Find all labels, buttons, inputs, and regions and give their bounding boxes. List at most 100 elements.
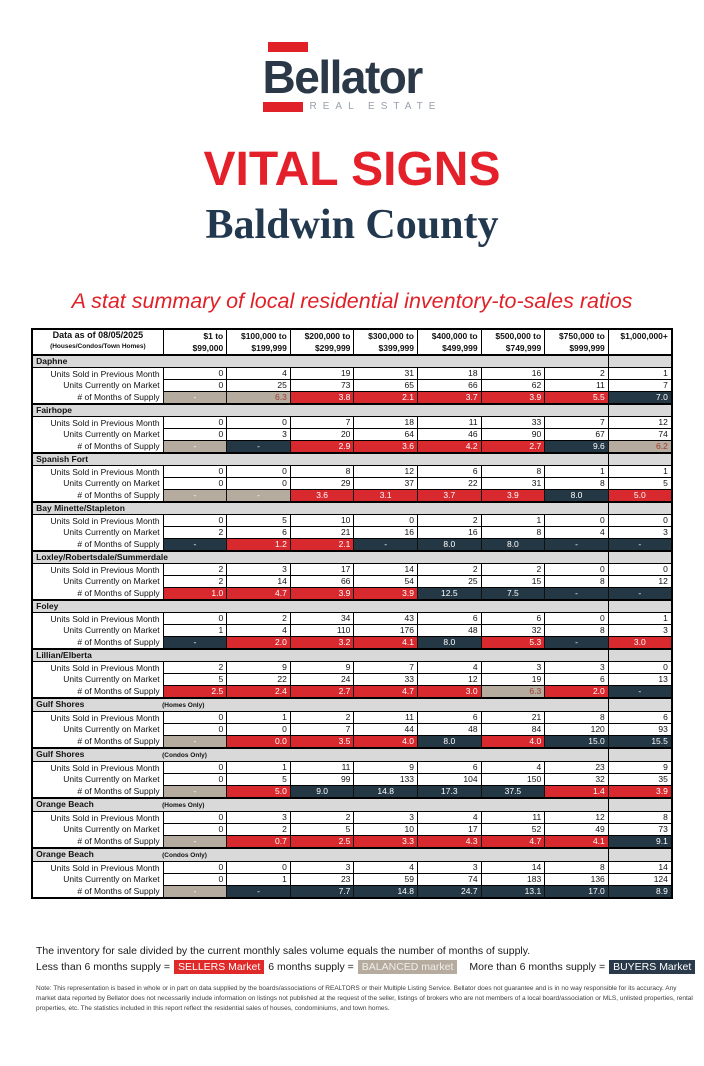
units-market-value: 48 xyxy=(417,624,482,638)
section-spacer-cell xyxy=(607,452,672,467)
row-label-units-sold: Units Sold in Previous Month xyxy=(50,417,160,428)
units-market-value: 7 xyxy=(289,723,355,737)
supply-definition: The inventory for sale divided by the cu… xyxy=(36,945,531,958)
header-price-range: $300,000 to $399,999 xyxy=(353,328,418,356)
units-sold-value: 0 xyxy=(353,514,418,528)
section-spacer-cell xyxy=(607,697,672,713)
months-supply-value: 0.7 xyxy=(226,835,291,849)
section-name-cell: Orange Beach (Condos Only) xyxy=(32,847,609,863)
months-supply-row: # of Months of Supply -0.0 3.5 4.0 8.0 4.0 15.… xyxy=(32,735,673,749)
units-sold-value: 2 xyxy=(544,367,609,381)
price-range-line2: $199,999 xyxy=(251,343,287,354)
section-name-cell: Gulf Shores (Homes Only) xyxy=(32,697,609,713)
units-sold-value: 1 xyxy=(544,465,609,479)
section-header-row: Loxley/Robertsdale/Summerdale xyxy=(32,550,672,565)
row-label-units-market: Units Currently on Market xyxy=(63,527,160,538)
units-sold-row: Units Sold in Previous Month 0 2 34 43 6 6 0 1 xyxy=(32,612,673,626)
price-range-line2: $999,999 xyxy=(569,343,605,354)
section-subtitle: (Condos Only) xyxy=(162,852,207,860)
units-market-value: 22 xyxy=(226,673,291,687)
units-sold-value: 2 xyxy=(417,563,482,577)
disclaimer-note: Note: This representation is based in wh… xyxy=(36,985,693,1012)
months-supply-row: # of Months of Supply - -7.7 14.8 24.7 13.1 17… xyxy=(32,885,673,899)
units-sold-value: 0 xyxy=(544,563,609,577)
months-supply-value: 6.2 xyxy=(607,440,673,454)
units-market-value: 25 xyxy=(417,575,482,589)
units-sold-value: 1 xyxy=(607,367,673,381)
months-supply-value: 3.9 xyxy=(480,391,546,405)
units-market-value: 73 xyxy=(289,379,355,393)
units-market-value: 93 xyxy=(607,723,673,737)
units-market-value: 25 xyxy=(226,379,291,393)
units-sold-value: 23 xyxy=(544,761,609,775)
section-header-row: Daphne xyxy=(32,354,672,369)
logo-red-bar-top xyxy=(267,42,308,52)
inventory-table-body: Data as of 08/05/2025 (Houses/Condos/Town… xyxy=(31,328,673,899)
section-spacer-cell xyxy=(607,354,672,369)
months-supply-row: # of Months of Supply -6.3 3.8 2.1 3.7 3.9 5.5… xyxy=(32,391,673,405)
units-sold-value: 2 xyxy=(162,563,228,577)
units-sold-value: 4 xyxy=(480,761,546,775)
units-market-row: Units Currently on Market 0 0 29 37 22 31 8 5 xyxy=(32,477,673,491)
header-price-range: $1 to $99,000 xyxy=(162,328,228,356)
units-sold-value: 9 xyxy=(289,661,355,675)
months-supply-value: 7.5 xyxy=(480,587,546,601)
months-supply-value: 2.0 xyxy=(544,685,609,699)
months-supply-value: 2.5 xyxy=(162,685,228,699)
months-supply-value: 7.0 xyxy=(607,391,673,405)
section-name: Daphne xyxy=(36,356,68,367)
section-header-row: Orange Beach (Homes Only) xyxy=(32,797,672,813)
units-market-value: 22 xyxy=(417,477,482,491)
price-range-line1: $1,000,000+ xyxy=(620,331,668,342)
legend-chip-balanced: BALANCED market xyxy=(357,960,458,975)
months-supply-value: - xyxy=(162,440,228,454)
units-market-row: Units Currently on Market 0 2 5 10 17 52 49 73 xyxy=(32,823,673,837)
months-supply-value: - xyxy=(162,636,228,650)
units-market-value: 15 xyxy=(480,575,546,589)
section-spacer-cell xyxy=(607,550,672,565)
months-supply-value: 3.3 xyxy=(353,835,418,849)
section-header-row: Fairhope xyxy=(32,403,672,418)
units-market-value: 133 xyxy=(353,773,418,787)
price-range-line1: $200,000 to xyxy=(304,331,351,342)
months-supply-row: # of Months of Supply - -3.6 3.1 3.7 3.9 8.0 5.… xyxy=(32,489,673,503)
header-date: Data as of 08/05/2025 xyxy=(52,330,144,341)
header-price-range: $500,000 to $749,999 xyxy=(480,328,546,356)
units-sold-value: 11 xyxy=(353,711,418,725)
brand-logo: Bellator REAL ESTATE xyxy=(262,42,442,112)
price-range-line1: $300,000 to xyxy=(368,331,414,342)
months-supply-value: 3.9 xyxy=(607,785,673,799)
row-label-months-supply: # of Months of Supply xyxy=(77,836,160,847)
row-label-months-supply: # of Months of Supply xyxy=(77,886,160,897)
months-supply-value: 17.3 xyxy=(417,785,482,799)
months-supply-value: 8.0 xyxy=(417,538,482,552)
row-label-units-sold: Units Sold in Previous Month xyxy=(50,515,160,526)
footer: The inventory for sale divided by the cu… xyxy=(36,945,696,1013)
units-sold-value: 2 xyxy=(226,612,291,626)
section-spacer-cell xyxy=(607,403,672,418)
units-sold-value: 2 xyxy=(417,514,482,528)
row-label-months-supply: # of Months of Supply xyxy=(77,736,160,747)
months-supply-value: 8.0 xyxy=(417,636,482,650)
units-market-value: 33 xyxy=(353,673,418,687)
months-supply-value: 12.5 xyxy=(417,587,482,601)
units-market-value: 6 xyxy=(226,526,291,540)
units-market-value: 4 xyxy=(544,526,609,540)
units-market-value: 0 xyxy=(226,723,291,737)
units-market-value: 29 xyxy=(289,477,355,491)
months-supply-value: 3.1 xyxy=(353,489,418,503)
row-label-units-market: Units Currently on Market xyxy=(63,874,160,885)
units-sold-value: 18 xyxy=(353,416,418,430)
months-supply-value: 2.1 xyxy=(353,391,418,405)
units-market-value: 5 xyxy=(607,477,673,491)
months-supply-value: 6.3 xyxy=(226,391,291,405)
section-subtitle: (Homes Only) xyxy=(162,802,205,810)
header-data-as-of: Data as of 08/05/2025 (Houses/Condos/Town… xyxy=(31,328,164,356)
section-header-row: Lillian/Elberta xyxy=(32,648,672,663)
units-market-value: 59 xyxy=(353,873,418,887)
months-supply-value: - xyxy=(607,538,673,552)
units-market-row: Units Currently on Market 2 6 21 16 16 8 4 3 xyxy=(32,526,673,540)
units-market-value: 52 xyxy=(480,823,546,837)
units-sold-value: 1 xyxy=(480,514,546,528)
months-supply-value: - xyxy=(226,440,291,454)
